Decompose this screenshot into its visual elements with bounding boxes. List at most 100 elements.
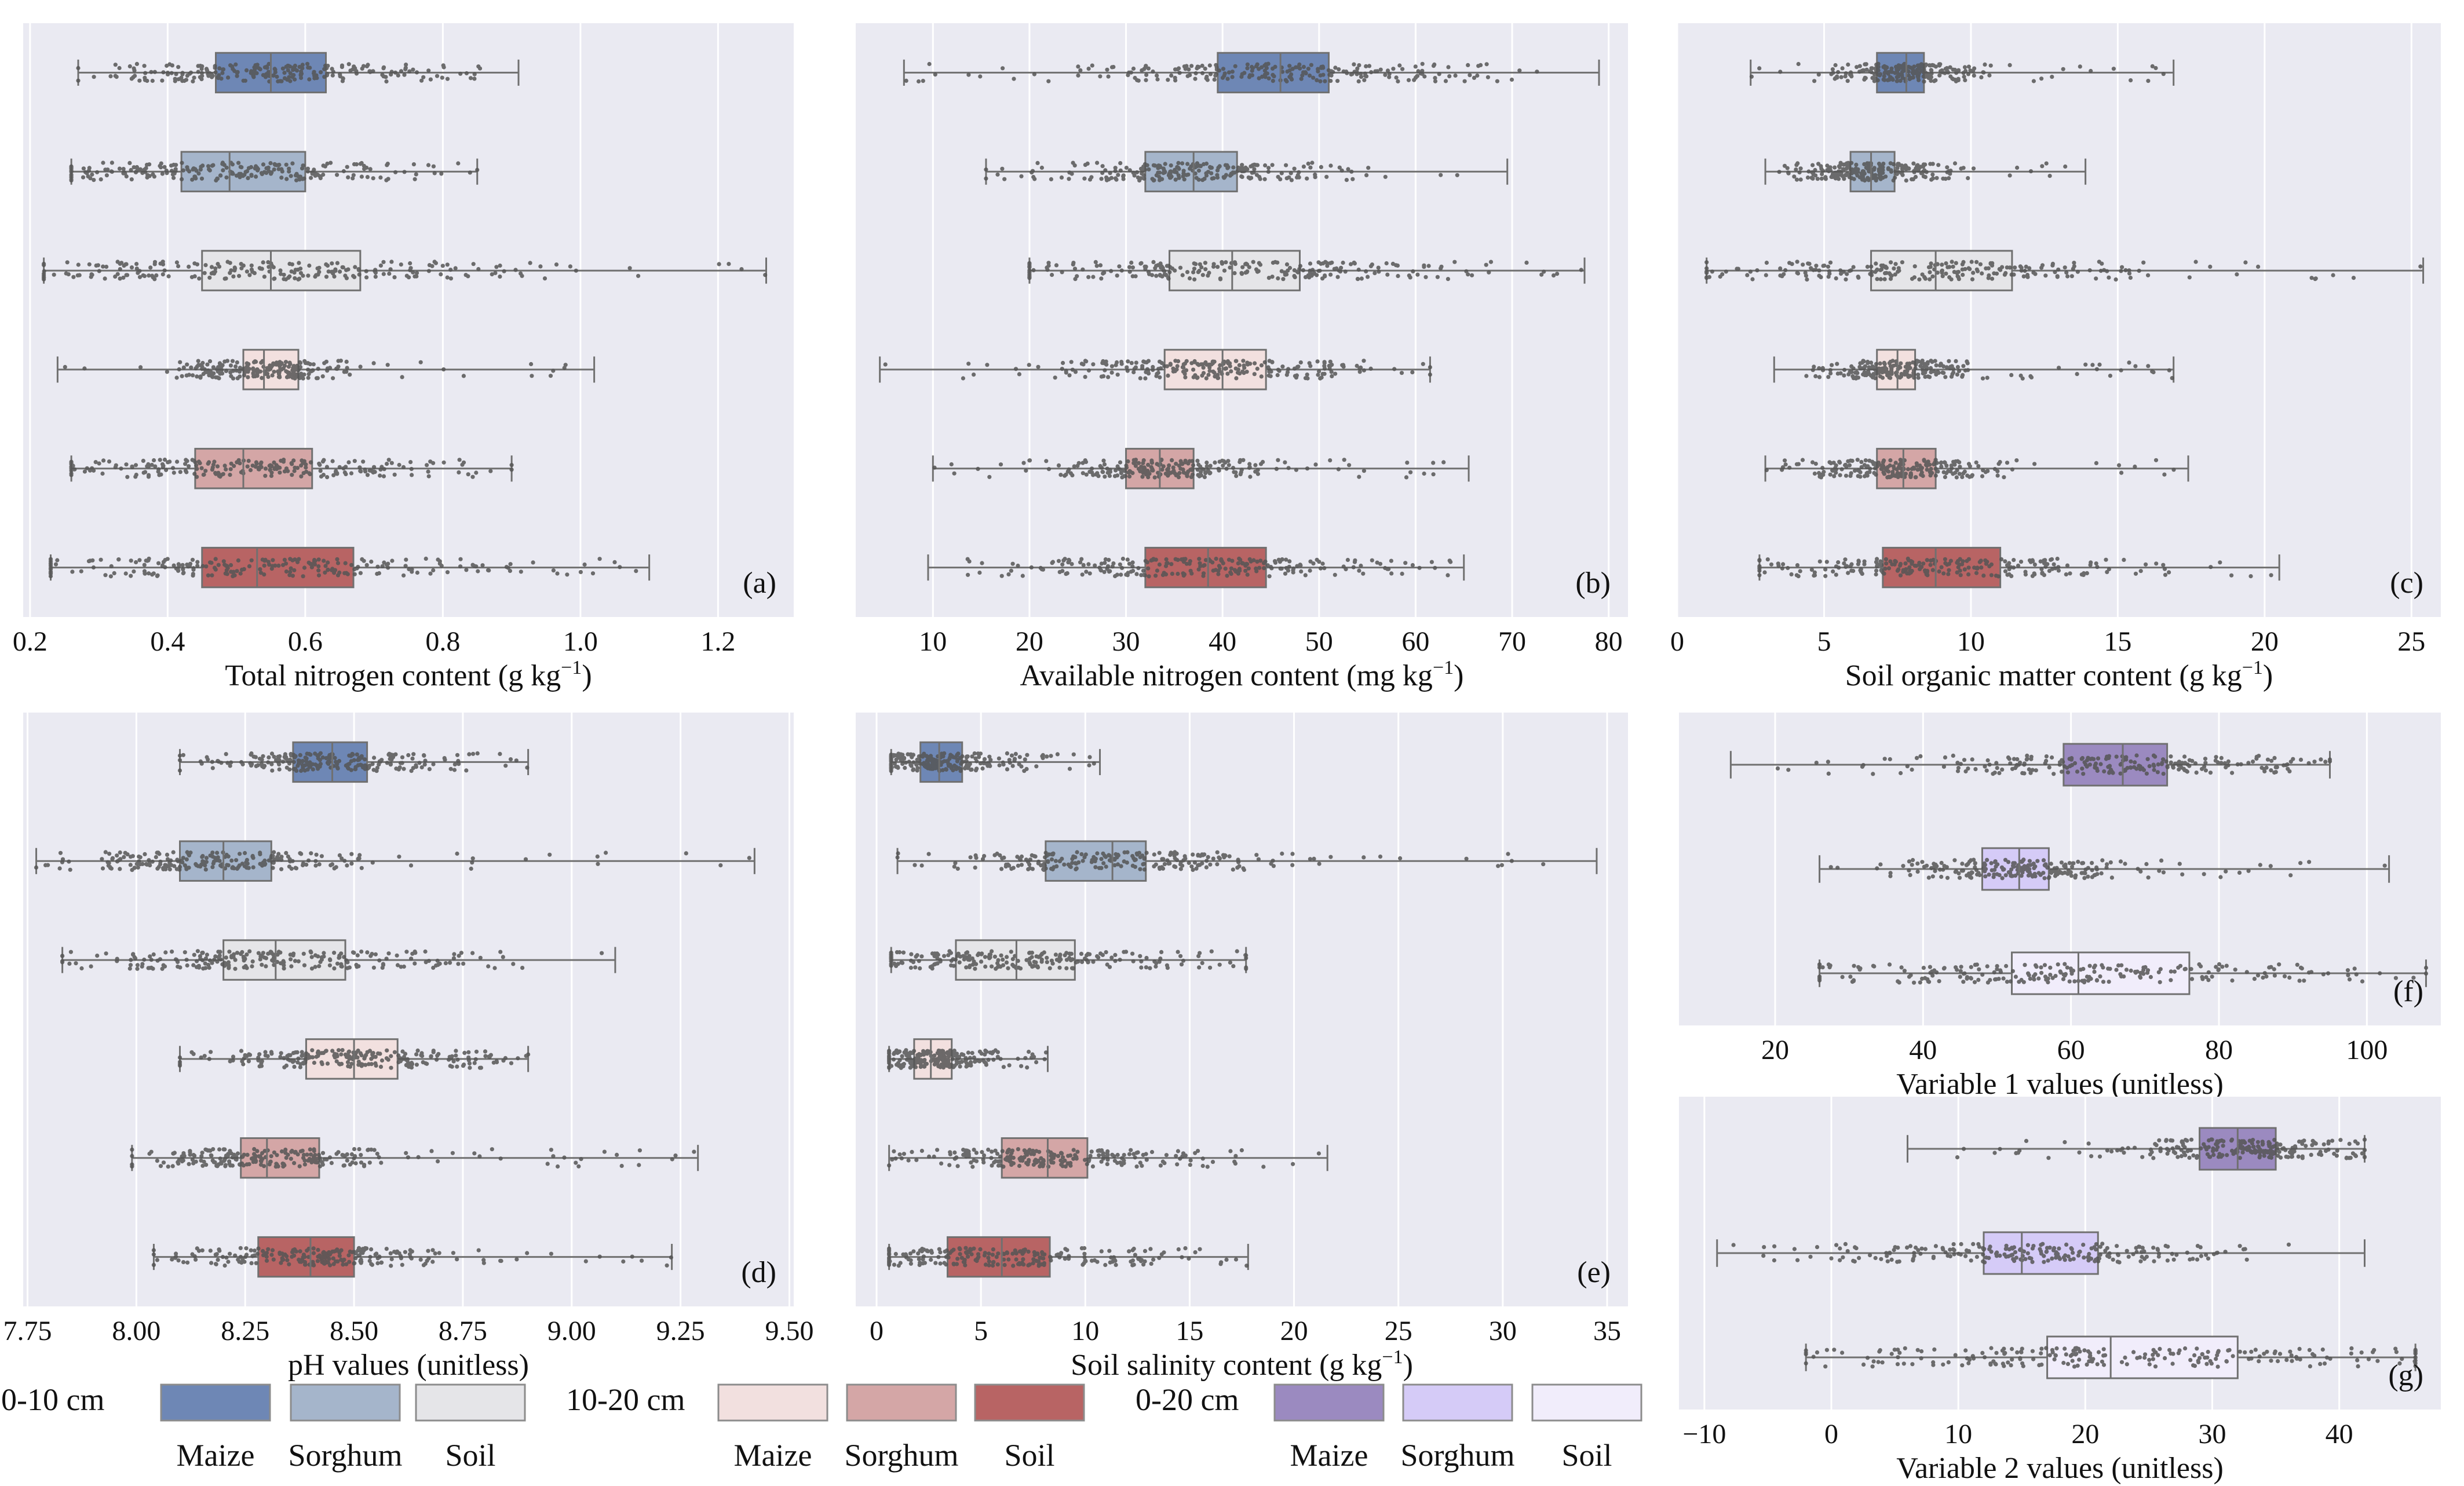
data-point xyxy=(2020,376,2025,381)
data-point xyxy=(1142,469,1147,474)
data-point xyxy=(229,569,233,574)
data-point xyxy=(210,375,215,379)
data-point xyxy=(1084,569,1089,574)
data-point xyxy=(60,959,65,963)
data-point xyxy=(127,160,132,165)
data-point xyxy=(972,373,976,377)
data-point xyxy=(247,564,252,569)
data-point xyxy=(1099,276,1104,281)
data-point xyxy=(2083,362,2088,367)
data-point xyxy=(1234,474,1239,479)
data-point xyxy=(1185,474,1189,479)
data-point xyxy=(184,958,189,962)
data-point xyxy=(1848,564,1853,568)
data-point xyxy=(309,565,315,569)
data-point xyxy=(271,854,275,859)
box-group-2 xyxy=(69,151,480,192)
data-point xyxy=(1849,364,1854,369)
data-point xyxy=(1344,567,1348,572)
data-point xyxy=(1324,174,1329,179)
data-point xyxy=(1197,557,1202,561)
data-point xyxy=(427,767,432,772)
data-point xyxy=(91,565,96,570)
data-point xyxy=(207,167,211,171)
data-point xyxy=(331,376,335,381)
data-point xyxy=(1893,558,1897,563)
data-point xyxy=(340,856,344,861)
data-point xyxy=(448,276,454,281)
data-point xyxy=(112,571,116,576)
data-point xyxy=(1119,468,1123,473)
data-point xyxy=(1306,161,1311,166)
data-point xyxy=(393,70,398,75)
data-point xyxy=(1318,79,1323,83)
data-point xyxy=(1468,73,1472,78)
data-point xyxy=(452,762,457,766)
data-point xyxy=(1319,165,1323,169)
data-point xyxy=(1142,162,1147,166)
data-point xyxy=(372,465,377,469)
data-point xyxy=(1086,562,1091,567)
data-point xyxy=(1084,472,1089,477)
data-point xyxy=(1311,272,1316,276)
data-point xyxy=(1168,265,1173,269)
data-point xyxy=(445,570,450,575)
data-point xyxy=(1159,361,1164,366)
data-point xyxy=(1923,63,1928,68)
data-point xyxy=(1118,460,1123,465)
data-point xyxy=(1284,557,1288,562)
data-point xyxy=(1357,366,1362,371)
data-point xyxy=(151,571,156,576)
data-point xyxy=(1100,164,1105,169)
data-point xyxy=(2248,574,2253,579)
data-point xyxy=(445,76,450,81)
data-point xyxy=(1920,272,1925,277)
data-point xyxy=(1405,461,1410,465)
data-point xyxy=(1053,375,1057,380)
data-point xyxy=(213,375,218,379)
data-point xyxy=(1079,557,1084,561)
data-point xyxy=(1193,76,1198,81)
data-point xyxy=(135,966,140,971)
data-point xyxy=(1835,74,1839,79)
data-point xyxy=(1837,164,1841,169)
data-point xyxy=(82,366,87,371)
data-point xyxy=(917,79,921,84)
data-point xyxy=(313,273,319,278)
data-point xyxy=(1856,468,1860,473)
data-point xyxy=(434,963,439,968)
data-point xyxy=(1218,277,1223,282)
data-point xyxy=(177,753,182,758)
data-point xyxy=(105,167,110,172)
data-point xyxy=(358,469,363,473)
data-point xyxy=(1310,160,1315,165)
data-point xyxy=(1203,558,1209,563)
data-point xyxy=(432,260,437,264)
data-point xyxy=(927,61,932,67)
jitter-points xyxy=(1777,160,2068,183)
data-point xyxy=(2153,65,2158,71)
data-point xyxy=(1054,263,1059,268)
data-point xyxy=(312,71,316,76)
data-point xyxy=(476,569,480,574)
data-point xyxy=(191,167,195,172)
data-point xyxy=(1916,375,1921,380)
data-point xyxy=(1798,177,1803,182)
data-point xyxy=(1173,268,1177,273)
data-point xyxy=(243,366,247,371)
data-point xyxy=(167,867,172,872)
data-point xyxy=(276,760,281,765)
data-point xyxy=(174,867,179,871)
data-point xyxy=(77,273,82,278)
data-point xyxy=(115,272,120,276)
data-point xyxy=(242,173,247,177)
data-point xyxy=(1899,460,1904,465)
data-point xyxy=(1859,366,1863,371)
data-point xyxy=(276,757,280,762)
data-point xyxy=(283,360,289,364)
data-point xyxy=(417,761,422,765)
data-point xyxy=(627,266,632,271)
x-axis-label: Soil organic matter content (g kg−1) xyxy=(1845,657,2273,692)
data-point xyxy=(1056,463,1061,468)
data-point xyxy=(1796,61,1801,67)
